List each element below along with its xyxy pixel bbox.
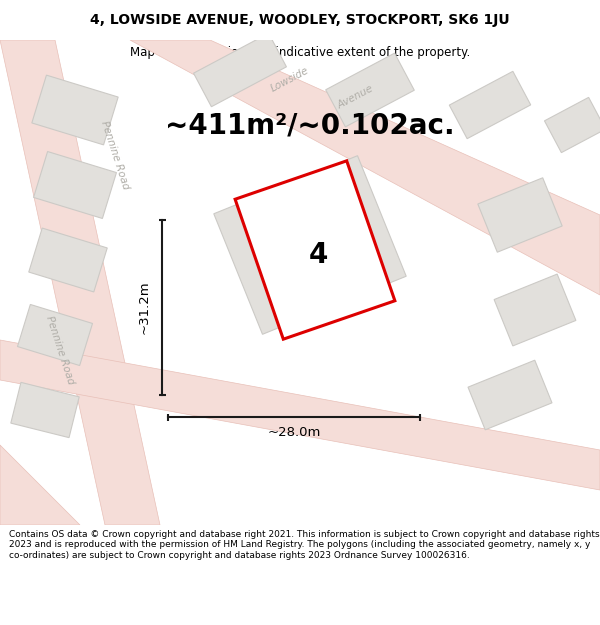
Polygon shape [449,71,531,139]
Polygon shape [468,360,552,430]
Polygon shape [17,304,92,366]
Polygon shape [11,382,79,438]
Polygon shape [494,274,576,346]
Polygon shape [130,40,600,295]
Text: Lowside: Lowside [269,66,311,94]
Polygon shape [544,98,600,152]
Text: Avenue: Avenue [335,83,374,111]
Polygon shape [214,156,406,334]
Polygon shape [29,228,107,292]
Text: ~28.0m: ~28.0m [268,426,320,439]
Polygon shape [0,40,160,525]
Polygon shape [34,151,116,219]
Text: Contains OS data © Crown copyright and database right 2021. This information is : Contains OS data © Crown copyright and d… [9,530,599,560]
Polygon shape [0,445,80,525]
Text: Pennine Road: Pennine Road [44,314,76,386]
Text: Pennine Road: Pennine Road [99,119,131,191]
Polygon shape [478,177,562,252]
Polygon shape [235,161,395,339]
Polygon shape [0,340,600,490]
Text: 4: 4 [308,241,328,269]
Polygon shape [326,53,414,127]
Polygon shape [32,75,118,145]
Text: 4, LOWSIDE AVENUE, WOODLEY, STOCKPORT, SK6 1JU: 4, LOWSIDE AVENUE, WOODLEY, STOCKPORT, S… [90,12,510,27]
Text: ~411m²/~0.102ac.: ~411m²/~0.102ac. [165,111,455,139]
Text: ~31.2m: ~31.2m [137,281,151,334]
Text: Map shows position and indicative extent of the property.: Map shows position and indicative extent… [130,46,470,59]
Polygon shape [194,33,286,107]
